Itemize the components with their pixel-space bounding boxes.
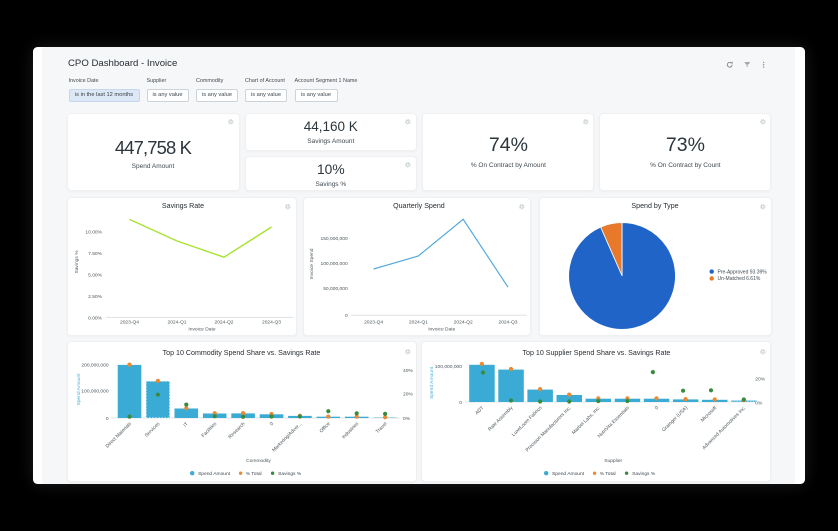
svg-text:50,000,000: 50,000,000 (323, 286, 348, 292)
svg-text:5.00%: 5.00% (88, 273, 103, 279)
svg-text:NutriVita Essentials: NutriVita Essentials (597, 405, 632, 440)
svg-text:10.00%: 10.00% (85, 230, 102, 236)
svg-text:2024-Q3: 2024-Q3 (261, 320, 280, 326)
svg-text:2024-Q2: 2024-Q2 (214, 320, 233, 326)
svg-text:Spend Amount: Spend Amount (198, 471, 231, 477)
svg-text:2023-Q4: 2023-Q4 (364, 320, 383, 326)
svg-text:Pre-Approved 93.39%: Pre-Approved 93.39% (717, 269, 767, 275)
svg-text:Spend Amount: Spend Amount (429, 366, 435, 399)
svg-text:Precision Manufacturers Inc.: Precision Manufacturers Inc. (525, 405, 573, 453)
svg-text:0%: 0% (403, 416, 411, 422)
svg-text:LuxeLoom Fabrics: LuxeLoom Fabrics (511, 405, 544, 438)
svg-text:Spend Amount: Spend Amount (76, 373, 82, 406)
svg-text:100,000,000: 100,000,000 (435, 364, 462, 370)
svg-text:0%: 0% (756, 400, 764, 406)
svg-text:Microsoft: Microsoft (700, 405, 719, 424)
svg-text:Savings %: Savings % (74, 250, 80, 274)
svg-text:100,000,000: 100,000,000 (81, 388, 108, 394)
svg-text:150,000,000: 150,000,000 (320, 236, 347, 242)
svg-text:Marbel Labs, Inc.: Marbel Labs, Inc. (571, 405, 602, 436)
svg-text:IT: IT (182, 421, 189, 428)
svg-text:40%: 40% (403, 368, 413, 374)
svg-text:Facilities: Facilities (200, 421, 218, 439)
svg-text:0: 0 (345, 313, 348, 319)
svg-text:0.00%: 0.00% (88, 315, 103, 321)
svg-text:Rate Assembly: Rate Assembly (487, 405, 515, 433)
svg-text:Invoice Date: Invoice Date (428, 326, 455, 332)
svg-text:Services: Services (143, 421, 161, 439)
svg-text:Savings %: Savings % (632, 471, 656, 477)
svg-text:Invoice Date: Invoice Date (188, 326, 215, 332)
svg-text:Direct Materials: Direct Materials (104, 421, 133, 450)
svg-text:0: 0 (460, 400, 463, 406)
svg-text:20%: 20% (756, 377, 766, 383)
svg-text:2024-Q2: 2024-Q2 (454, 320, 473, 326)
svg-text:Supplier: Supplier (605, 458, 623, 464)
svg-text:ADT: ADT (475, 405, 486, 416)
svg-text:Research: Research (227, 421, 246, 440)
svg-text:0: 0 (105, 416, 108, 422)
svg-text:Invoice Spend: Invoice Spend (309, 248, 315, 279)
svg-text:100,000,000: 100,000,000 (320, 261, 347, 267)
svg-text:7.50%: 7.50% (88, 251, 103, 257)
svg-text:Travel: Travel (374, 421, 388, 435)
svg-text:2024-Q1: 2024-Q1 (409, 320, 428, 326)
svg-text:0: 0 (268, 421, 274, 427)
svg-text:20%: 20% (403, 392, 413, 398)
svg-text:Spend Amount: Spend Amount (552, 471, 585, 477)
svg-text:Industries: Industries (340, 421, 360, 441)
svg-text:% Total: % Total (600, 471, 616, 477)
svg-text:Grainger (USA): Grainger (USA) (661, 405, 689, 433)
svg-text:0: 0 (654, 405, 660, 411)
svg-text:Commodity: Commodity (246, 458, 271, 464)
svg-text:% Total: % Total (245, 471, 261, 477)
svg-text:2.50%: 2.50% (88, 294, 103, 300)
svg-text:200,000,000: 200,000,000 (81, 363, 108, 369)
svg-text:Savings %: Savings % (278, 471, 302, 477)
svg-text:Un-Matched 6.61%: Un-Matched 6.61% (717, 276, 760, 282)
svg-text:2024-Q3: 2024-Q3 (498, 320, 517, 326)
svg-text:Marketing/Adver...: Marketing/Adver... (271, 421, 303, 453)
svg-text:2024-Q1: 2024-Q1 (167, 320, 186, 326)
svg-text:Office: Office (318, 421, 331, 434)
svg-text:2023-Q4: 2023-Q4 (119, 320, 138, 326)
